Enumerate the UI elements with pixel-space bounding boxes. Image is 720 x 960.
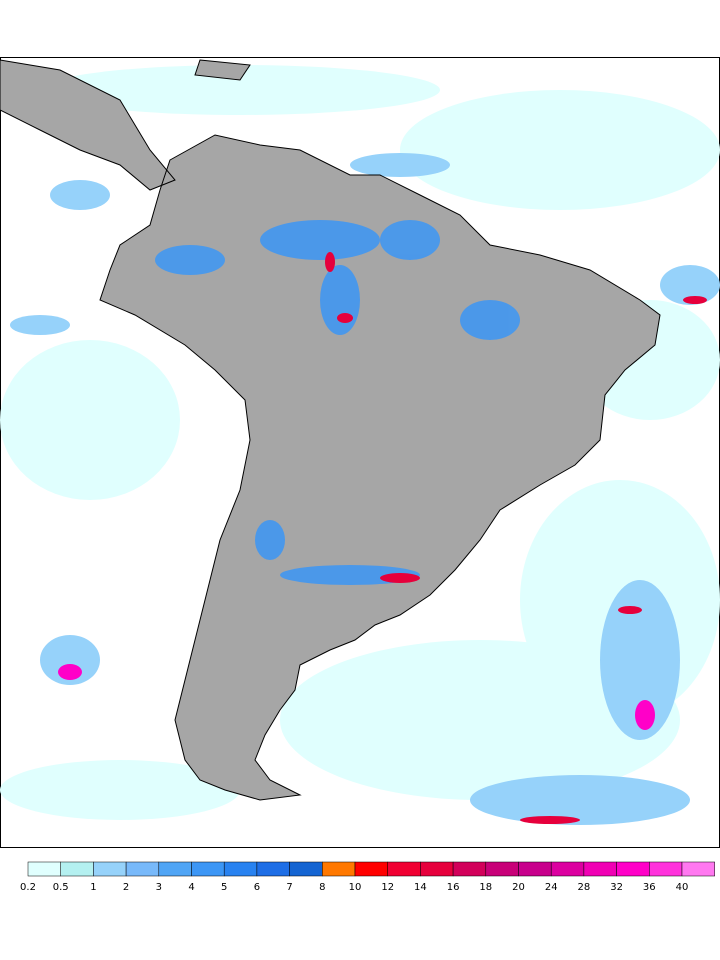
colorbar-swatch: [60, 861, 94, 877]
colorbar-swatch: [387, 861, 421, 877]
colorbar-label: 12: [381, 882, 394, 893]
colorbar-swatch: [420, 861, 454, 877]
colorbar-swatch: [616, 861, 650, 877]
light-precip: [0, 65, 720, 820]
colorbar-swatch: [518, 861, 552, 877]
colorbar-label: 4: [188, 882, 194, 893]
colorbar-swatch: [125, 861, 160, 877]
heavy-precip: [58, 252, 707, 824]
colorbar-label: 28: [578, 882, 591, 893]
colorbar-swatch: [158, 861, 192, 877]
colorbar-label: 40: [676, 882, 689, 893]
colorbar-swatch: [289, 861, 323, 877]
colorbar-swatch: [681, 861, 715, 877]
colorbar-label: 10: [349, 882, 362, 893]
colorbar-label: 14: [414, 882, 427, 893]
colorbar-swatch: [485, 861, 519, 877]
colorbar-label: 7: [286, 882, 292, 893]
colorbar-label: 36: [643, 882, 656, 893]
colorbar-swatch: [649, 861, 683, 877]
colorbar: 0.2 0.5 1 2 3 4 5 6 7 8 10 12 14 16 18 20 24 28 32 36 40: [20, 861, 715, 893]
colorbar-swatch: [27, 861, 61, 877]
colorbar-label: 18: [479, 882, 492, 893]
colorbar-label: 20: [512, 882, 525, 893]
colorbar-swatch: [256, 861, 290, 877]
map: [0, 57, 720, 848]
colorbar-swatch: [354, 861, 388, 877]
moderate-precip: [10, 153, 720, 825]
colorbar-swatch: [223, 861, 258, 877]
colorbar-label: 6: [254, 882, 260, 893]
colorbar-swatch: [93, 861, 127, 877]
colorbar-swatch: [452, 861, 487, 877]
colorbar-label: 2: [123, 882, 129, 893]
colorbar-label: 16: [447, 882, 460, 893]
colorbar-swatch: [322, 861, 356, 877]
colorbar-label: 5: [221, 882, 227, 893]
colorbar-swatch: [191, 861, 225, 877]
colorbar-label: 0.2: [20, 882, 36, 893]
colorbar-label: 8: [319, 882, 325, 893]
colorbar-label: 1: [90, 882, 96, 893]
colorbar-swatch: [583, 861, 617, 877]
colorbar-label: 32: [610, 882, 623, 893]
colorbar-label: 24: [545, 882, 558, 893]
colorbar-label: 3: [156, 882, 162, 893]
colorbar-label: 0.5: [53, 882, 69, 893]
colorbar-swatch: [550, 861, 585, 877]
land: [0, 59, 661, 801]
